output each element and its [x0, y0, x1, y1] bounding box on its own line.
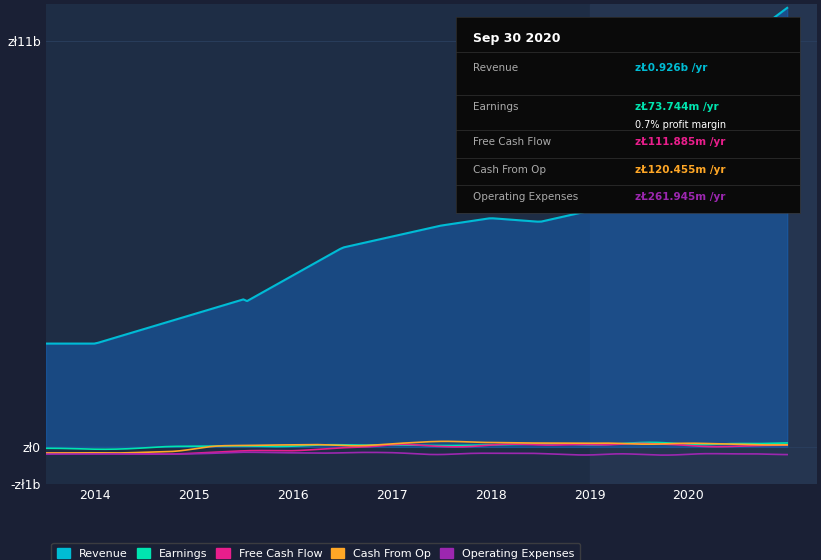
Legend: Revenue, Earnings, Free Cash Flow, Cash From Op, Operating Expenses: Revenue, Earnings, Free Cash Flow, Cash …	[51, 543, 580, 560]
Text: Revenue: Revenue	[473, 63, 518, 73]
Text: zŁ261.945m /yr: zŁ261.945m /yr	[635, 192, 725, 202]
Text: Operating Expenses: Operating Expenses	[473, 192, 578, 202]
Text: zŁ73.744m /yr: zŁ73.744m /yr	[635, 102, 718, 112]
Text: zŁ111.885m /yr: zŁ111.885m /yr	[635, 137, 725, 147]
Text: zŁ120.455m /yr: zŁ120.455m /yr	[635, 165, 726, 175]
Text: zŁ0.926b /yr: zŁ0.926b /yr	[635, 63, 708, 73]
Text: Sep 30 2020: Sep 30 2020	[473, 32, 561, 45]
Bar	[589, 4, 817, 484]
Text: Cash From Op: Cash From Op	[473, 165, 546, 175]
Text: Free Cash Flow: Free Cash Flow	[473, 137, 551, 147]
Text: 0.7% profit margin: 0.7% profit margin	[635, 120, 726, 129]
Text: Earnings: Earnings	[473, 102, 518, 112]
